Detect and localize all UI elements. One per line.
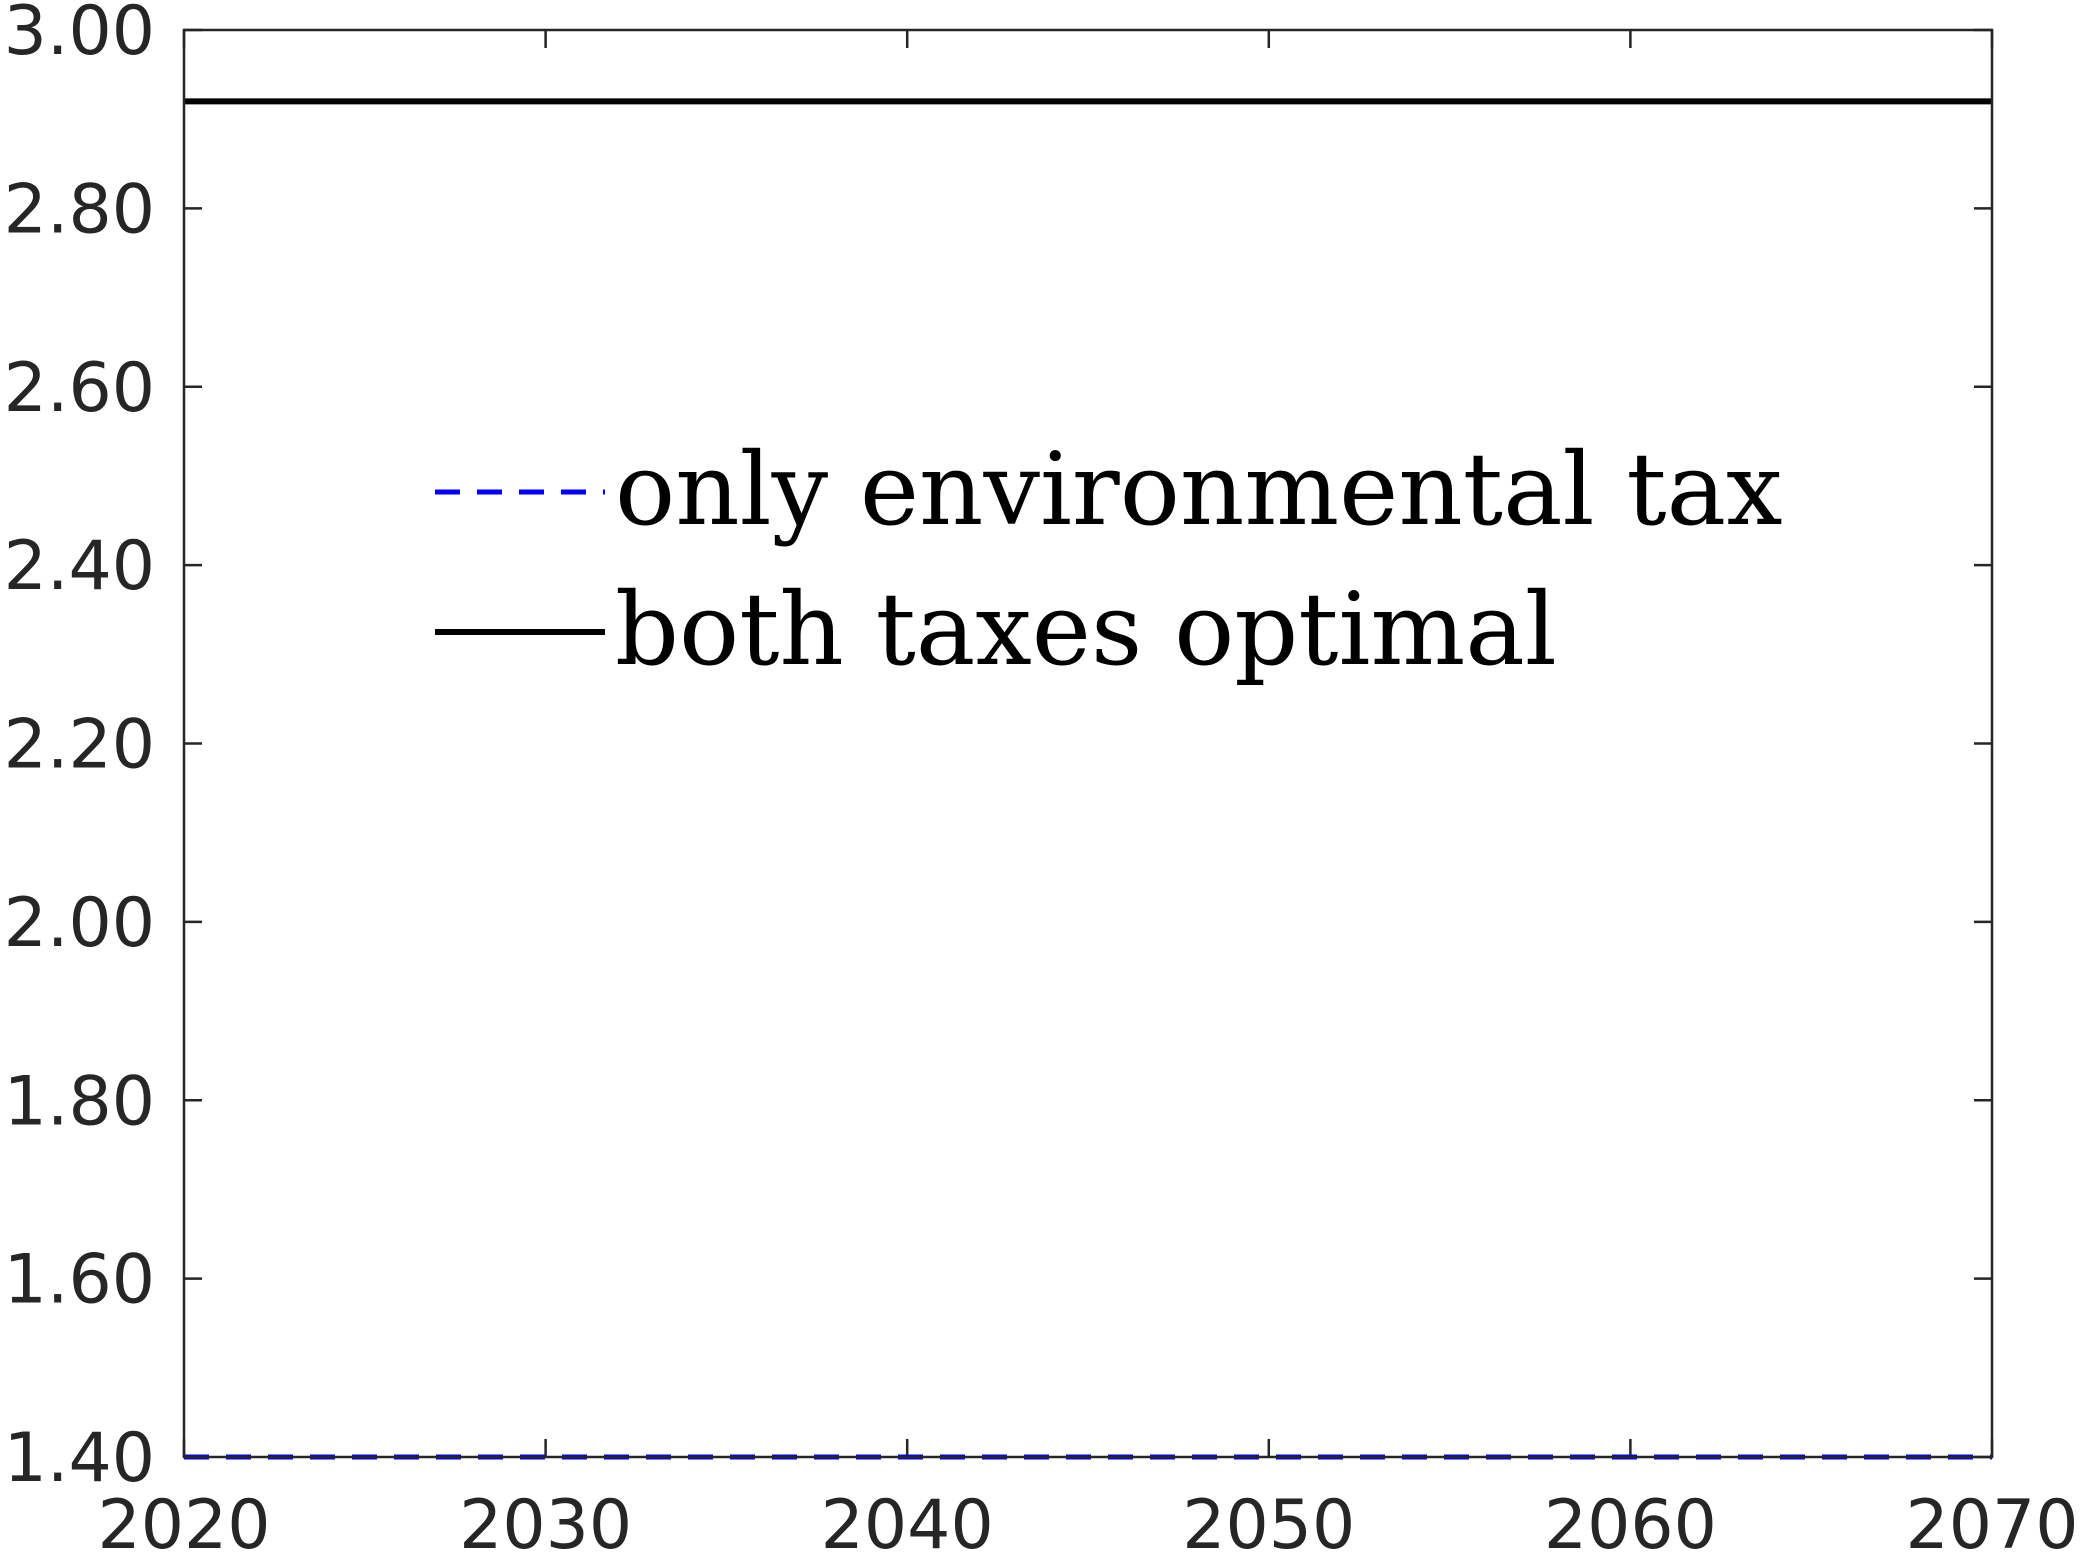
x-tick-label: 2040 [821,1486,994,1554]
x-tick-label: 2030 [459,1486,632,1554]
y-tick-label: 1.40 [4,1419,155,1498]
x-tick-label: 2050 [1182,1486,1355,1554]
x-tick-label: 2020 [97,1486,270,1554]
plot-frame [182,28,1994,1459]
plot-background [184,30,1992,1457]
y-tick-label: 2.40 [4,527,155,606]
y-tick-label: 1.80 [4,1062,155,1141]
y-tick-label: 3.00 [4,0,155,71]
axis-tick-labels: 2020 2030 2040 2050 2060 2070 1.40 1.60 1.80 2.00… [4,0,2079,1554]
legend-label: both taxes optimal [615,571,1557,688]
y-tick-label: 2.00 [4,884,155,963]
y-tick-label: 1.60 [4,1241,155,1320]
x-tick-label: 2070 [1905,1486,2078,1554]
legend-label: only environmental tax [615,431,1783,548]
x-tick-label: 2060 [1544,1486,1717,1554]
legend: only environmental tax both taxes optimal [435,431,1783,688]
y-tick-label: 2.20 [4,706,155,785]
y-tick-label: 2.80 [4,170,155,249]
y-tick-label: 2.60 [4,349,155,428]
